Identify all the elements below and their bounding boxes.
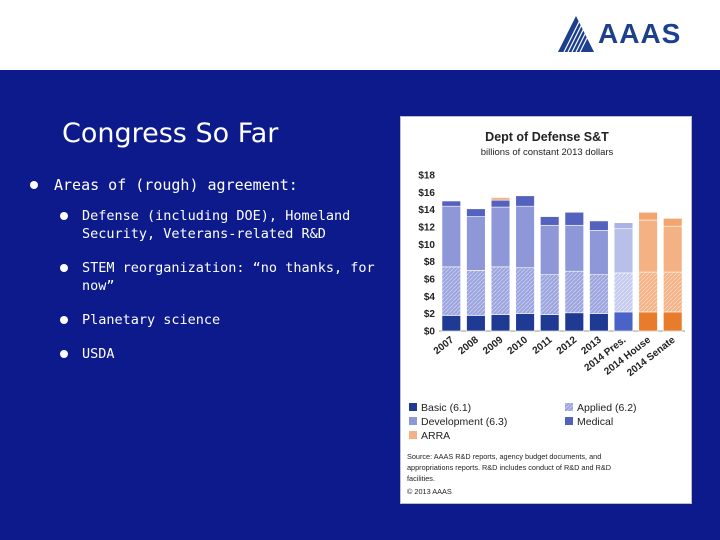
y-tick-label: $12 bbox=[418, 223, 435, 234]
bar-segment-medical bbox=[613, 222, 634, 230]
bar-segment-basic bbox=[515, 313, 535, 332]
bar-segment-development bbox=[613, 228, 634, 274]
bullet-list: Areas of (rough) agreement: Defense (inc… bbox=[30, 176, 380, 379]
chart-source-1: Source: AAAS R&D reports, agency budget … bbox=[407, 452, 601, 461]
bar-segment-basic bbox=[663, 311, 683, 332]
bar-segment-basic bbox=[613, 311, 634, 332]
bar-segment-medical bbox=[540, 216, 560, 226]
bullet-item: Areas of (rough) agreement: bbox=[30, 176, 380, 195]
bar-segment-basic bbox=[638, 311, 658, 332]
bar-segment-applied bbox=[441, 266, 461, 316]
bar-segment-development bbox=[663, 225, 683, 273]
bar-segment-medical bbox=[490, 199, 511, 208]
x-tick-label: 2007 bbox=[432, 334, 457, 357]
bullet-dot-icon bbox=[60, 212, 68, 220]
sub-bullet-item: Planetary science bbox=[60, 311, 380, 329]
bar-segment-medical bbox=[663, 218, 683, 227]
bullet-dot-icon bbox=[60, 264, 68, 272]
slide-title: Congress So Far bbox=[62, 118, 279, 149]
bar-segment-applied bbox=[540, 274, 560, 315]
chart-source-3: facilities. bbox=[407, 474, 435, 483]
bar-segment-applied bbox=[515, 267, 535, 314]
bar-segment-development bbox=[589, 230, 609, 275]
bar-segment-basic bbox=[466, 315, 486, 332]
legend-label: Development (6.3) bbox=[421, 416, 507, 428]
x-tick-label: 2010 bbox=[506, 334, 531, 357]
y-tick-label: $6 bbox=[424, 275, 436, 286]
aaas-logo-text: AAAS bbox=[598, 18, 682, 49]
y-tick-label: $8 bbox=[424, 257, 436, 268]
y-tick-label: $16 bbox=[418, 188, 435, 199]
legend-swatch bbox=[409, 403, 417, 411]
bar-segment-medical bbox=[515, 195, 535, 207]
x-tick-label: 2008 bbox=[456, 334, 481, 357]
legend-label: ARRA bbox=[421, 430, 450, 442]
aaas-logo-icon bbox=[558, 16, 594, 52]
bar-segment-applied bbox=[638, 271, 658, 313]
legend-label: Medical bbox=[577, 416, 613, 428]
y-tick-label: $14 bbox=[418, 205, 435, 216]
chart-legend: Basic (6.1) Applied (6.2) Development (6.3… bbox=[409, 402, 637, 442]
sub-bullet-item: Defense (including DOE), Homeland Securi… bbox=[60, 207, 380, 243]
legend-label: Basic (6.1) bbox=[421, 402, 471, 414]
bar-segment-applied bbox=[490, 266, 511, 315]
bar-segment-applied bbox=[613, 272, 634, 313]
y-tick-label: $18 bbox=[418, 171, 435, 182]
chart-panel: Dept of Defense S&T billions of constant… bbox=[400, 116, 692, 504]
bar-segment-medical bbox=[441, 200, 461, 207]
bar-segment-medical bbox=[564, 211, 584, 226]
x-tick-label: 2009 bbox=[481, 334, 506, 357]
y-tick-label: $2 bbox=[424, 309, 436, 320]
sub-bullet-text: USDA bbox=[82, 346, 115, 362]
x-tick-label: 2012 bbox=[555, 334, 580, 357]
bullet-text: Areas of (rough) agreement: bbox=[54, 176, 298, 194]
sub-bullet-item: STEM reorganization: “no thanks, for now… bbox=[60, 259, 380, 295]
legend-swatch bbox=[565, 417, 573, 425]
bar-segment-medical bbox=[589, 220, 609, 231]
bar-segment-basic bbox=[490, 314, 511, 332]
bar-segment-development bbox=[515, 205, 535, 269]
legend-swatch bbox=[565, 403, 573, 411]
bar-segment-basic bbox=[589, 313, 609, 332]
chart-copyright: © 2013 AAAS bbox=[407, 487, 452, 496]
bar-segment-applied bbox=[663, 271, 683, 313]
bar-segment-basic bbox=[540, 314, 560, 332]
bar-segment-development bbox=[441, 205, 461, 268]
chart-source-2: appropriations reports. R&D includes con… bbox=[407, 463, 611, 472]
bar-segment-applied bbox=[589, 274, 609, 314]
legend-label: Applied (6.2) bbox=[577, 402, 637, 414]
sub-bullet-text: Defense (including DOE), Homeland Securi… bbox=[82, 208, 351, 242]
bar-segment-development bbox=[490, 206, 511, 268]
bullet-dot-icon bbox=[30, 181, 38, 189]
y-tick-label: $4 bbox=[424, 292, 436, 303]
bullet-dot-icon bbox=[60, 316, 68, 324]
sub-bullet-text: STEM reorganization: “no thanks, for now… bbox=[82, 260, 375, 294]
bar-segment-applied bbox=[466, 270, 486, 316]
sub-bullet-item: USDA bbox=[60, 345, 380, 363]
bar-segment-medical bbox=[466, 208, 486, 217]
bar-segment-medical bbox=[638, 211, 658, 221]
chart-title: Dept of Defense S&T bbox=[485, 130, 609, 144]
aaas-logo: AAAS bbox=[558, 14, 681, 54]
chart-subtitle: billions of constant 2013 dollars bbox=[481, 147, 614, 158]
bar-segment-basic bbox=[564, 312, 584, 332]
bar-segment-basic bbox=[441, 315, 461, 332]
bar-segment-development bbox=[638, 219, 658, 273]
bar-segment-development bbox=[564, 224, 584, 272]
dod-st-chart: Dept of Defense S&T billions of constant… bbox=[407, 130, 685, 496]
bar-segment-development bbox=[540, 224, 560, 275]
bar-segment-arra bbox=[490, 197, 511, 201]
bar-segment-development bbox=[466, 216, 486, 271]
sub-bullet-text: Planetary science bbox=[82, 312, 221, 328]
legend-swatch bbox=[409, 431, 417, 439]
bar-segment-applied bbox=[564, 270, 584, 314]
legend-swatch bbox=[409, 417, 417, 425]
y-tick-label: $0 bbox=[424, 327, 436, 338]
bullet-dot-icon bbox=[60, 350, 68, 358]
header-bar: AAAS bbox=[0, 0, 720, 70]
x-tick-label: 2011 bbox=[531, 334, 555, 356]
y-tick-label: $10 bbox=[418, 240, 435, 251]
